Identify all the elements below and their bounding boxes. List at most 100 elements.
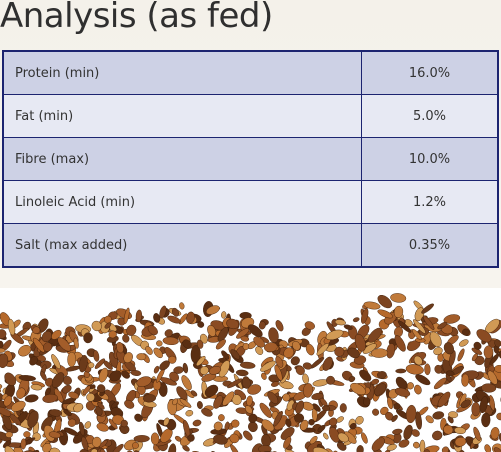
feed-pellet	[244, 405, 253, 414]
feed-pellet	[433, 347, 443, 356]
feed-pellet	[414, 384, 422, 395]
feed-pellet	[99, 439, 108, 448]
feed-pellet	[443, 342, 454, 355]
feed-pellet	[473, 341, 482, 350]
table-row: Linoleic Acid (min) 1.2%	[2, 180, 499, 224]
feed-pellet	[386, 444, 397, 451]
feed-pellet	[0, 386, 1, 393]
feed-pellet	[448, 411, 459, 419]
feed-pellet	[41, 416, 54, 432]
feed-pellet	[0, 348, 6, 353]
feed-pellet	[207, 325, 217, 337]
feed-pellet	[67, 418, 77, 427]
feed-pellet	[311, 392, 324, 400]
feed-pellet	[3, 395, 13, 407]
feed-pellet	[28, 446, 36, 452]
feed-pellet	[199, 366, 209, 375]
feed-pellet	[126, 450, 135, 452]
feed-pellet	[104, 315, 112, 324]
feed-pellet	[349, 423, 357, 430]
feed-pellet	[377, 294, 392, 309]
feed-pellet	[294, 413, 305, 423]
feed-pellet	[172, 307, 179, 317]
feed-pellet	[312, 403, 321, 412]
feed-pellet	[226, 318, 239, 330]
feed-pellet	[120, 419, 128, 428]
feed-pellet	[271, 381, 280, 387]
feed-pellet	[116, 341, 124, 354]
nutrient-name: Salt (max added)	[2, 223, 362, 268]
feed-pellet	[261, 372, 267, 380]
feed-pellet	[182, 362, 189, 374]
feed-pellet	[82, 385, 91, 396]
feed-pellet	[370, 348, 388, 358]
feed-pellet	[136, 353, 147, 361]
feed-pellet	[413, 319, 426, 334]
feed-pellet	[359, 369, 372, 382]
feed-pellet	[243, 430, 253, 441]
feed-pellet	[62, 384, 72, 394]
feed-pellet	[241, 376, 251, 389]
feed-pellet	[242, 342, 250, 351]
feed-pellet	[329, 417, 338, 427]
feed-pellet	[321, 405, 331, 412]
feed-pellet	[371, 378, 380, 385]
feed-pellet	[143, 394, 156, 403]
feed-pellet	[230, 349, 241, 360]
feed-pellet	[323, 432, 329, 440]
feed-pellet	[471, 402, 481, 417]
feed-pellet	[51, 329, 62, 340]
feed-pellet	[258, 444, 272, 452]
feed-pellet	[391, 414, 398, 422]
feed-pellet	[476, 329, 492, 343]
feed-pellet	[121, 370, 130, 379]
feed-pellet	[176, 386, 188, 400]
feed-pellet	[415, 411, 422, 430]
feed-pellet	[81, 436, 89, 451]
feed-pellet	[235, 369, 249, 377]
feed-pellet	[10, 400, 26, 412]
feed-pellet	[57, 337, 71, 352]
feed-pellet	[424, 363, 431, 376]
feed-pellet	[481, 412, 491, 428]
feed-pellet	[196, 355, 206, 367]
feed-pellet	[392, 428, 403, 435]
feed-pellet	[394, 335, 406, 352]
feed-pellet	[204, 384, 219, 397]
feed-pellet	[394, 387, 411, 397]
feed-pellet	[350, 382, 366, 396]
feed-pellet	[221, 350, 230, 360]
feed-pellet	[239, 361, 256, 369]
feed-pellet	[373, 383, 387, 396]
feed-pellet	[273, 410, 283, 427]
feed-pellet	[97, 401, 105, 410]
feed-pellet	[132, 442, 139, 449]
feed-pellet	[40, 371, 47, 381]
feed-pellet	[197, 321, 205, 328]
feed-pellet	[2, 440, 12, 449]
table-row: Fat (min) 5.0%	[2, 94, 499, 138]
feed-pellet	[84, 421, 92, 429]
feed-pellet	[213, 421, 223, 431]
feed-pellet	[419, 439, 426, 452]
feed-pellet	[98, 367, 109, 383]
feed-pellet	[123, 307, 130, 325]
feed-pellet	[182, 339, 192, 349]
feed-pellet	[255, 346, 264, 355]
feed-pellet	[303, 383, 314, 398]
feed-pellet	[136, 376, 152, 387]
feed-pellet	[218, 414, 225, 422]
feed-pellet	[413, 355, 423, 366]
feed-pellet	[352, 317, 360, 323]
feed-pellet	[308, 418, 315, 426]
feed-pellet	[169, 371, 179, 382]
feed-pellet	[362, 343, 377, 354]
table-row: Protein (min) 16.0%	[2, 50, 499, 95]
feed-pellet	[275, 356, 284, 368]
feed-pellet	[147, 325, 158, 336]
feed-pellet	[196, 401, 203, 409]
feed-pellet	[479, 396, 488, 414]
feed-pellet	[0, 329, 7, 339]
feed-pellet	[0, 353, 9, 369]
feed-pellet	[126, 324, 137, 336]
